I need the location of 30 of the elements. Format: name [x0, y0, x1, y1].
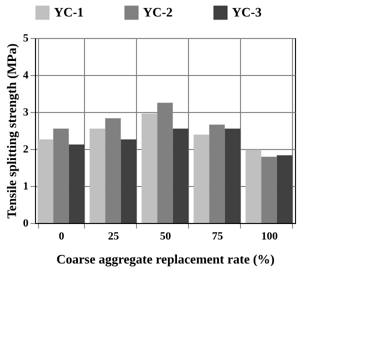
- x-axis-title: Coarse aggregate replacement rate (%): [56, 252, 275, 266]
- bar: [105, 118, 121, 223]
- x-tick-label: 25: [108, 230, 120, 242]
- y-tick-label: 2: [23, 144, 29, 156]
- y-tick-label: 1: [23, 180, 28, 192]
- bar: [194, 134, 210, 223]
- bar: [68, 144, 84, 223]
- bar: [120, 139, 136, 223]
- legend-label: YC-2: [143, 4, 173, 20]
- bar: [53, 128, 69, 223]
- bar: [142, 113, 158, 223]
- legend-label: YC-3: [232, 4, 262, 20]
- bar: [172, 128, 188, 223]
- x-tick-label: 100: [261, 230, 278, 242]
- bar: [276, 155, 292, 223]
- bar: [224, 128, 240, 223]
- x-tick-label: 75: [212, 230, 224, 242]
- legend-label: YC-1: [54, 4, 84, 20]
- y-tick-label: 4: [23, 70, 29, 82]
- bar: [209, 124, 225, 223]
- bar: [38, 139, 54, 223]
- y-axis-title: Tensile splitting strength (MPa): [4, 43, 19, 219]
- y-tick-label: 0: [23, 218, 29, 230]
- y-tick-label: 5: [23, 32, 29, 44]
- bar: [246, 150, 262, 223]
- x-tick-label: 50: [160, 230, 172, 242]
- bar: [90, 128, 106, 223]
- x-tick-label: 0: [58, 230, 65, 242]
- bar: [261, 156, 277, 223]
- y-tick-label: 3: [23, 106, 29, 118]
